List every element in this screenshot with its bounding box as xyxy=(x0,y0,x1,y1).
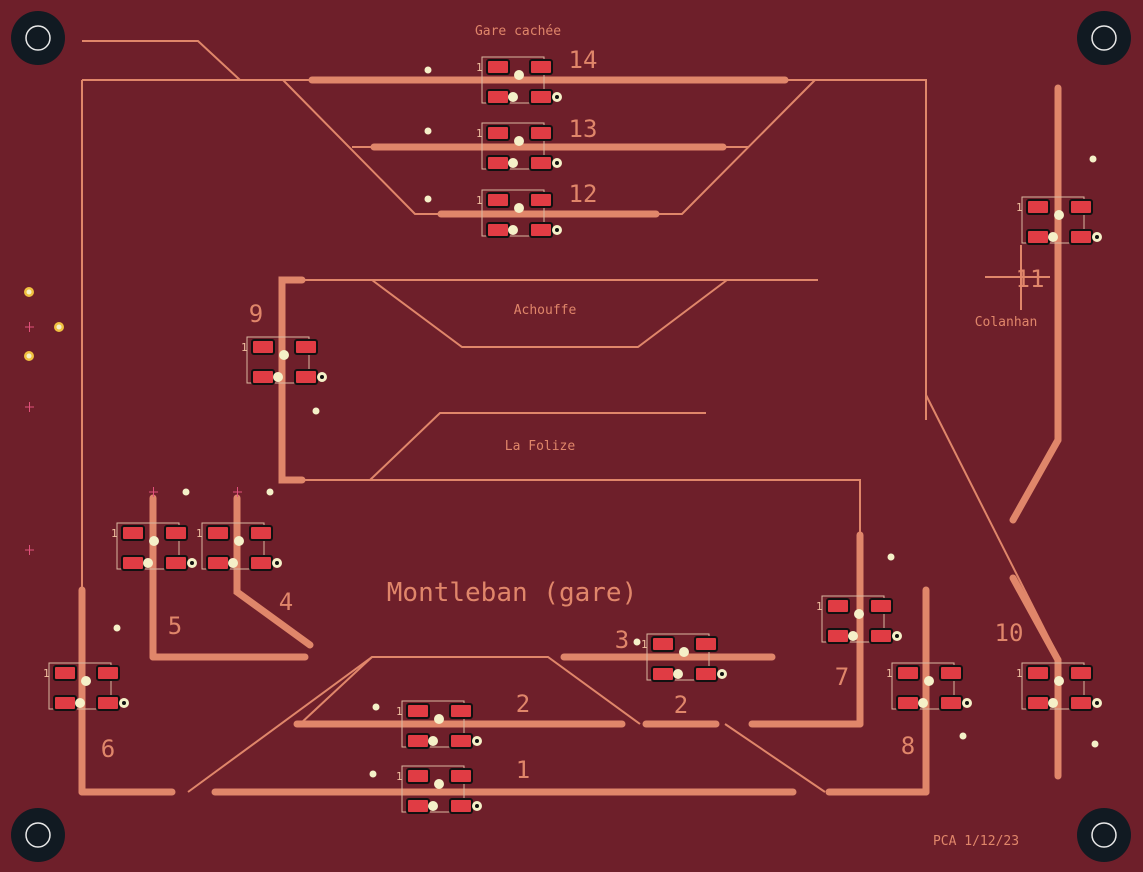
smd-component-1: 1 xyxy=(396,765,482,814)
smd-component-14: 1 xyxy=(476,56,562,105)
main-station-label: Montleban (gare) xyxy=(387,578,637,608)
smd-component-9: 1 xyxy=(241,336,327,385)
track-number-14: 14 xyxy=(569,46,598,74)
pin-1-marker: 1 xyxy=(816,600,823,613)
smd-component-12: 1 xyxy=(476,189,562,238)
loose-vias xyxy=(24,66,1099,778)
pin-1-marker: 1 xyxy=(43,667,50,680)
track-number-11: 11 xyxy=(1016,265,1045,293)
track-number-2-right: 2 xyxy=(674,691,688,719)
track-number-9: 9 xyxy=(249,300,263,328)
mounting-hole-top-left xyxy=(11,11,65,65)
pin-1-marker: 1 xyxy=(196,527,203,540)
smd-component-11: 1 xyxy=(1016,196,1102,245)
track-number-5: 5 xyxy=(168,612,182,640)
track-number-7: 7 xyxy=(835,663,849,691)
track-number-2-left: 2 xyxy=(516,690,530,718)
smd-component-10: 1 xyxy=(1016,662,1102,711)
pin-1-marker: 1 xyxy=(111,527,118,540)
pin-1-marker: 1 xyxy=(396,770,403,783)
pin-1-marker: 1 xyxy=(1016,201,1023,214)
pin-1-marker: 1 xyxy=(886,667,893,680)
track-number-3: 3 xyxy=(615,626,629,654)
smd-component-8: 1 xyxy=(886,662,972,711)
smd-component-2: 1 xyxy=(396,700,482,749)
track-number-8: 8 xyxy=(901,732,915,760)
track-number-6: 6 xyxy=(101,735,115,763)
pin-1-marker: 1 xyxy=(396,705,403,718)
smd-component-4: 1 xyxy=(196,522,282,571)
achouffe-label: Achouffe xyxy=(514,303,577,318)
track-number-4: 4 xyxy=(279,588,293,616)
mounting-hole-bottom-left xyxy=(11,808,65,862)
smd-component-13: 1 xyxy=(476,122,562,171)
track-number-1: 1 xyxy=(516,756,530,784)
colanhan-label: Colanhan xyxy=(975,315,1038,330)
mounting-holes xyxy=(11,11,1131,862)
track-segments xyxy=(78,76,1062,796)
track-number-10: 10 xyxy=(995,619,1024,647)
track-number-13: 13 xyxy=(569,115,598,143)
la-folize-label: La Folize xyxy=(505,439,576,454)
pin-1-marker: 1 xyxy=(476,194,483,207)
smd-component-3: 1 xyxy=(641,633,727,682)
footer-label: PCA 1/12/23 xyxy=(933,834,1019,849)
smd-component-6: 1 xyxy=(43,662,129,711)
pin-1-marker: 1 xyxy=(1016,667,1023,680)
fiducial-marks xyxy=(25,322,242,555)
pin-1-marker: 1 xyxy=(476,61,483,74)
hidden-station-label: Gare cachée xyxy=(475,24,561,39)
mounting-hole-bottom-right xyxy=(1077,808,1131,862)
pin-1-marker: 1 xyxy=(476,127,483,140)
track-outlines xyxy=(81,40,1061,793)
mounting-hole-top-right xyxy=(1077,11,1131,65)
pin-1-marker: 1 xyxy=(641,638,648,651)
smd-component-7: 1 xyxy=(816,595,902,644)
track-number-12: 12 xyxy=(569,180,598,208)
pin-1-marker: 1 xyxy=(241,341,248,354)
smd-component-5: 1 xyxy=(111,522,197,571)
